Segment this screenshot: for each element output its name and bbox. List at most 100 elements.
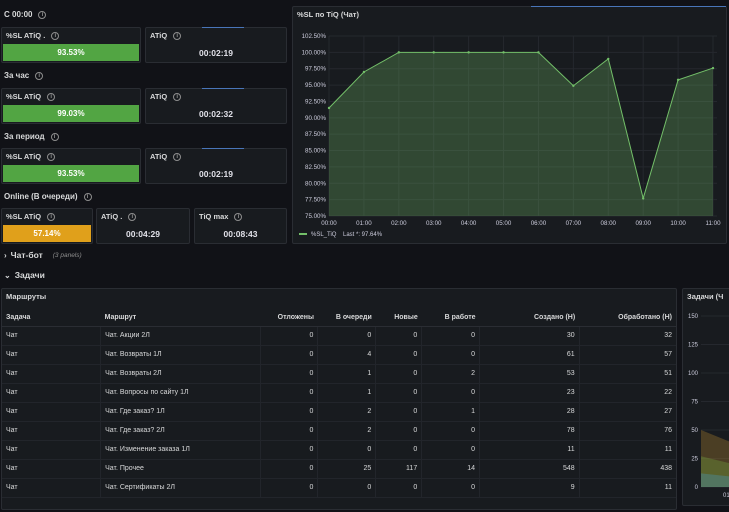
info-icon[interactable]: i bbox=[173, 152, 182, 161]
info-icon[interactable]: i bbox=[47, 152, 56, 161]
table-cell: 28 bbox=[479, 402, 580, 422]
data-point[interactable] bbox=[467, 51, 470, 54]
table-cell: Чат bbox=[2, 345, 101, 365]
table-row[interactable]: Чат Чат. Прочее 0 25 117 14 548 438 bbox=[2, 459, 676, 479]
routes-table: Задача Маршрут Отложены В очереди Новые В раб… bbox=[2, 310, 676, 498]
table-cell: 0 bbox=[375, 478, 422, 498]
section-since-midnight: С 00:00 i bbox=[4, 10, 47, 19]
y-tick-label: 75.00% bbox=[305, 213, 326, 220]
stat-atiq-online: ATiQ .i 00:04:29 bbox=[96, 208, 190, 244]
info-icon[interactable]: i bbox=[83, 192, 92, 201]
table-cell: Чат bbox=[2, 459, 101, 479]
table-row[interactable]: Чат Чат. Изменение заказа 1Л 0 0 0 0 11 11 bbox=[2, 440, 676, 460]
table-body: Чат Чат. Акции 2Л 0 0 0 0 30 32 Чат Чат. Возвраты… bbox=[2, 326, 676, 498]
info-icon[interactable]: i bbox=[38, 10, 47, 19]
column-header[interactable]: Задача bbox=[2, 310, 101, 327]
y-tick-label: 92.50% bbox=[305, 98, 326, 105]
x-tick-label: 05:00 bbox=[496, 220, 512, 227]
routes-panel: Маршруты Задача Маршрут Отложены В очереди Н… bbox=[1, 288, 677, 510]
table-cell: Чат bbox=[2, 421, 101, 441]
stat-atiq-period: ATiQ i 00:02:19 bbox=[145, 148, 287, 184]
info-icon[interactable]: i bbox=[234, 212, 243, 221]
sl-chart: 102.50% 100.00% 97.50% 95.00% 92.50% 90.00% 87… bbox=[299, 33, 721, 238]
info-icon[interactable]: i bbox=[128, 212, 137, 221]
info-icon[interactable]: i bbox=[173, 31, 182, 40]
x-tick-label: 00:00 bbox=[321, 220, 337, 227]
info-icon[interactable]: i bbox=[173, 92, 182, 101]
data-point[interactable] bbox=[327, 106, 331, 110]
table-cell: 0 bbox=[317, 478, 376, 498]
table-cell: 0 bbox=[375, 440, 422, 460]
info-icon[interactable]: i bbox=[35, 71, 44, 80]
column-header[interactable]: Новые bbox=[375, 310, 422, 327]
x-tick-label: 06:00 bbox=[531, 220, 547, 227]
data-point[interactable] bbox=[537, 51, 540, 54]
table-cell: 0 bbox=[317, 326, 376, 346]
table-cell: 548 bbox=[479, 459, 580, 479]
y-tick-label: 97.50% bbox=[305, 66, 326, 73]
y-tick-label: 125 bbox=[688, 343, 699, 349]
stat-value: 00:02:19 bbox=[198, 48, 234, 58]
data-point[interactable] bbox=[432, 51, 435, 54]
stat-sl-atiq-today: %SL ATiQ .i 93.53% bbox=[1, 27, 141, 63]
table-cell: Чат. Где заказ? 1Л bbox=[100, 402, 261, 422]
table-row[interactable]: Чат Чат. Возвраты 1Л 0 4 0 0 61 57 bbox=[2, 345, 676, 365]
section-per-period: За период i bbox=[4, 132, 59, 141]
info-icon[interactable]: i bbox=[50, 132, 59, 141]
row-chatbot[interactable]: › Чат-бот (3 panels) bbox=[4, 250, 82, 260]
stat-value: 93.53% bbox=[3, 165, 139, 182]
x-tick-label: 04:00 bbox=[461, 220, 477, 227]
legend-label[interactable]: %SL_TiQ bbox=[311, 232, 337, 238]
column-header[interactable]: Отложены bbox=[260, 310, 318, 327]
y-tick-label: 0 bbox=[695, 485, 699, 491]
table-cell: 23 bbox=[479, 383, 580, 403]
table-cell: 30 bbox=[479, 326, 580, 346]
table-cell: 0 bbox=[259, 421, 318, 441]
column-header[interactable]: В очереди bbox=[317, 310, 376, 327]
table-cell: 0 bbox=[259, 383, 318, 403]
data-point[interactable] bbox=[572, 84, 575, 87]
data-point[interactable] bbox=[362, 70, 366, 74]
stat-value: 93.53% bbox=[3, 44, 139, 61]
table-row[interactable]: Чат Чат. Где заказ? 2Л 0 2 0 0 78 76 bbox=[2, 421, 676, 441]
table-cell: 61 bbox=[479, 345, 580, 365]
info-icon[interactable]: i bbox=[51, 31, 60, 40]
y-tick-label: 87.50% bbox=[305, 131, 326, 138]
stat-sl-atiq-period: %SL ATiQ i 93.53% bbox=[1, 148, 141, 184]
table-row[interactable]: Чат Чат. Возвраты 2Л 0 1 0 2 53 51 bbox=[2, 364, 676, 384]
table-cell: 0 bbox=[375, 326, 422, 346]
y-tick-label: 75 bbox=[691, 400, 698, 406]
table-row[interactable]: Чат Чат. Где заказ? 1Л 0 2 0 1 28 27 bbox=[2, 402, 676, 422]
area-series bbox=[701, 473, 729, 487]
data-point[interactable] bbox=[711, 66, 715, 70]
x-tick-label: 07:00 bbox=[566, 220, 582, 227]
data-point[interactable] bbox=[641, 197, 645, 200]
column-header[interactable]: В работе bbox=[421, 310, 480, 327]
table-row[interactable]: Чат Чат. Вопросы по сайту 1Л 0 1 0 0 23 22 bbox=[2, 383, 676, 403]
table-cell: 1 bbox=[421, 402, 480, 422]
table-cell: Чат. Прочее bbox=[100, 459, 261, 479]
data-point[interactable] bbox=[397, 51, 401, 54]
info-icon[interactable]: i bbox=[47, 212, 56, 221]
data-point[interactable] bbox=[676, 78, 680, 82]
table-cell: 1 bbox=[317, 364, 376, 384]
info-icon[interactable]: i bbox=[47, 92, 56, 101]
table-cell: 57 bbox=[578, 345, 676, 365]
column-header[interactable]: Создано (Н) bbox=[479, 310, 580, 327]
table-row[interactable]: Чат Чат. Сертификаты 2Л 0 0 0 0 9 11 bbox=[2, 478, 676, 498]
column-header[interactable]: Обработано (Н) bbox=[579, 310, 676, 327]
stat-value: 00:02:19 bbox=[198, 169, 234, 179]
table-cell: 9 bbox=[479, 478, 580, 498]
stat-value: 99.03% bbox=[3, 105, 139, 122]
row-tasks[interactable]: ⌄ Задачи bbox=[4, 270, 45, 280]
table-cell: 0 bbox=[259, 440, 318, 460]
table-row[interactable]: Чат Чат. Акции 2Л 0 0 0 0 30 32 bbox=[2, 326, 676, 346]
chart-title: %SL по TiQ (Чат) bbox=[297, 10, 359, 19]
data-point[interactable] bbox=[607, 57, 610, 61]
data-point[interactable] bbox=[502, 51, 505, 54]
table-cell: 2 bbox=[317, 421, 376, 441]
table-cell: Чат bbox=[2, 478, 101, 498]
column-header[interactable]: Маршрут bbox=[100, 310, 261, 327]
y-tick-label: 77.50% bbox=[305, 197, 326, 204]
series-line bbox=[328, 51, 714, 201]
